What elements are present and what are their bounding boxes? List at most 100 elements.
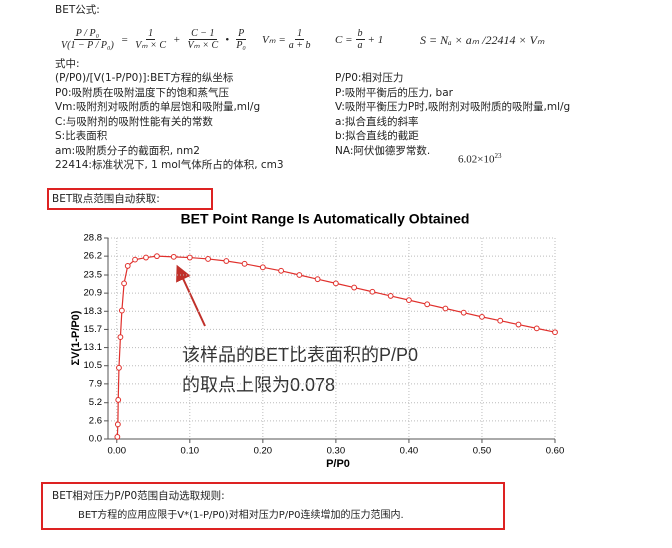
formula-lhs: Vₘ =: [262, 34, 286, 46]
data-point: [186, 254, 193, 261]
x-tick-label: 0.20: [254, 446, 273, 457]
where-label: 式中:: [55, 58, 80, 70]
denominator: Vₘ × C: [187, 40, 219, 51]
denominator: V(1 − P / P₀): [61, 40, 114, 51]
chart-title: BET Point Range Is Automatically Obtaine…: [181, 211, 470, 227]
rule-title: BET相对压力P/P0范围自动选取规则:: [52, 490, 225, 502]
operator: •: [225, 33, 230, 46]
y-tick-label: 23.5: [84, 270, 103, 281]
definition: Vm:吸附剂对吸附质的单层饱和吸附量,ml/g: [55, 101, 261, 113]
data-point: [515, 321, 522, 328]
definition: NA:阿伏伽德罗常数.: [335, 144, 431, 157]
definition: am:吸附质分子的截面积, nm2: [55, 144, 200, 157]
denominator: Vₘ × C: [135, 40, 167, 51]
y-tick-label: 10.5: [84, 360, 103, 371]
y-tick-label: 2.6: [89, 415, 102, 426]
s-formula: S = Nₐ × aₘ /22414 × Vₘ: [420, 33, 544, 48]
x-tick-label: 0.50: [473, 446, 492, 457]
data-point: [442, 305, 449, 312]
operator: +: [173, 33, 181, 46]
formula-lhs: C =: [335, 33, 353, 46]
avogadro-value: 6.02×1023: [458, 152, 501, 166]
numerator: P / P₀: [73, 28, 102, 40]
operator: =: [120, 33, 129, 46]
definition: (P/P0)/[V(1-P/P0)]:BET方程的纵坐标: [55, 72, 234, 84]
data-point: [114, 421, 121, 428]
data-point: [424, 301, 431, 308]
numerator: 1: [295, 28, 305, 40]
annotation: 的取点上限为0.078: [182, 375, 335, 395]
data-point: [118, 307, 125, 314]
y-tick-label: 26.2: [84, 251, 103, 262]
data-point: [479, 313, 485, 320]
y-tick-label: 13.1: [84, 342, 103, 353]
annotation-arrow: [176, 264, 206, 327]
rule-text: BET方程的应用应限于V*(1-P/P0)对相对压力P/P0连续增加的压力范围内…: [78, 510, 404, 521]
data-point: [552, 329, 558, 336]
data-point: [154, 253, 160, 260]
denominator: a: [357, 40, 363, 51]
y-tick-label: 5.2: [89, 397, 102, 408]
data-point: [121, 280, 127, 287]
data-point: [460, 309, 467, 316]
definition: P0:吸附质在吸附温度下的饱和蒸气压: [55, 86, 230, 99]
exponent: 23: [494, 152, 502, 160]
definition: S:比表面积: [55, 130, 108, 142]
data-point: [223, 258, 230, 264]
x-tick-label: 0.00: [108, 446, 127, 457]
data-point: [132, 256, 138, 263]
y-tick-label: 20.9: [84, 288, 103, 299]
x-axis-label: P/P0: [326, 458, 350, 470]
bet-formula: P / P₀ V(1 − P / P₀) = 1 Vₘ × C + C − 1 Vₘ …: [58, 28, 249, 51]
data-point: [114, 434, 121, 440]
data-point: [351, 284, 358, 291]
data-point: [241, 260, 248, 267]
data-point: [406, 297, 412, 304]
definition: a:拟合直线的斜率: [335, 115, 419, 128]
data-point: [205, 256, 211, 262]
section-box: [47, 188, 213, 210]
rule-box: [41, 482, 505, 530]
data-point: [387, 293, 394, 299]
y-tick-label: 7.9: [89, 378, 102, 389]
y-tick-label: 18.3: [84, 306, 103, 317]
definition: 22414:标准状况下, 1 mol气体所占的体积, cm3: [55, 159, 284, 171]
annotation: 该样品的BET比表面积的P/P0: [182, 345, 418, 365]
x-tick-label: 0.10: [181, 446, 200, 457]
x-tick-label: 0.30: [327, 446, 346, 457]
data-point: [296, 272, 303, 278]
definition: b:拟合直线的截距: [335, 130, 419, 142]
numerator: C − 1: [189, 28, 217, 40]
numerator: b: [355, 28, 365, 40]
formula-text: S = Nₐ × aₘ /22414 × Vₘ: [420, 33, 545, 47]
data-point: [170, 253, 177, 260]
section-label: BET取点范围自动获取:: [52, 193, 160, 205]
y-tick-label: 15.7: [84, 324, 103, 335]
x-tick-label: 0.40: [400, 446, 419, 457]
denominator: a + b: [288, 40, 311, 51]
heading: BET公式:: [55, 4, 100, 16]
definition: C:与吸附剂的吸附性能有关的常数: [55, 115, 213, 128]
data-point: [259, 264, 266, 271]
y-tick-label: 28.8: [84, 233, 103, 244]
data-point: [124, 263, 131, 269]
data-point: [369, 288, 376, 295]
data-point: [278, 267, 285, 274]
data-point: [314, 276, 321, 283]
data-point: [533, 325, 540, 332]
y-axis-label: ΣV(1-P/P0): [70, 310, 82, 365]
y-tick-label: 0.0: [89, 434, 102, 445]
definition: V:吸附平衡压力P时,吸附剂对吸附质的吸附量,ml/g: [335, 101, 571, 113]
data-point: [497, 317, 504, 324]
data-point: [115, 397, 122, 403]
formula-rest: + 1: [367, 33, 384, 46]
data-point: [117, 334, 124, 341]
data-point: [116, 364, 122, 371]
denominator: P₀: [236, 40, 246, 51]
numerator: 1: [146, 28, 156, 40]
definition: P/P0:相对压力: [335, 72, 404, 84]
